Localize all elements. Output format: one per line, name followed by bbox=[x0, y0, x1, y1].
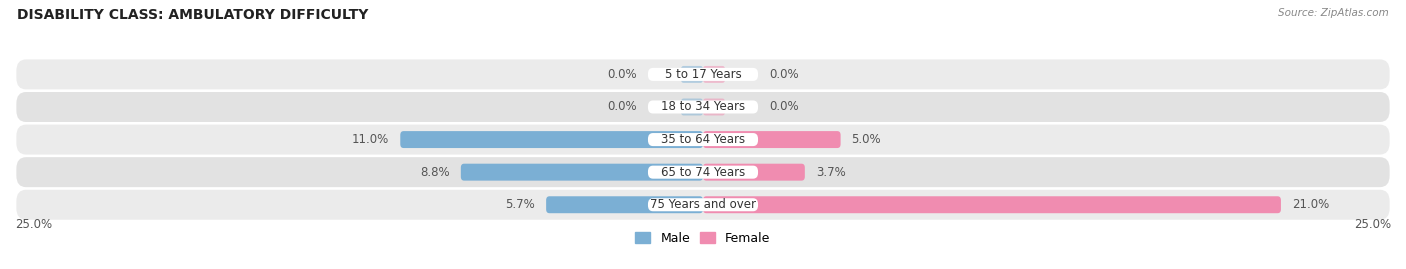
Text: 5.0%: 5.0% bbox=[852, 133, 882, 146]
FancyBboxPatch shape bbox=[681, 66, 703, 83]
Text: 18 to 34 Years: 18 to 34 Years bbox=[661, 101, 745, 114]
Text: 5.7%: 5.7% bbox=[505, 198, 536, 211]
FancyBboxPatch shape bbox=[648, 101, 758, 114]
Text: 5 to 17 Years: 5 to 17 Years bbox=[665, 68, 741, 81]
FancyBboxPatch shape bbox=[546, 196, 703, 213]
FancyBboxPatch shape bbox=[401, 131, 703, 148]
Text: 8.8%: 8.8% bbox=[420, 166, 450, 179]
FancyBboxPatch shape bbox=[703, 66, 725, 83]
Text: 75 Years and over: 75 Years and over bbox=[650, 198, 756, 211]
FancyBboxPatch shape bbox=[461, 164, 703, 180]
Text: 0.0%: 0.0% bbox=[769, 68, 799, 81]
FancyBboxPatch shape bbox=[17, 92, 1389, 122]
Text: 0.0%: 0.0% bbox=[607, 101, 637, 114]
Text: 21.0%: 21.0% bbox=[1292, 198, 1329, 211]
Text: 0.0%: 0.0% bbox=[607, 68, 637, 81]
FancyBboxPatch shape bbox=[703, 131, 841, 148]
FancyBboxPatch shape bbox=[648, 198, 758, 211]
FancyBboxPatch shape bbox=[648, 133, 758, 146]
FancyBboxPatch shape bbox=[681, 98, 703, 115]
Text: 35 to 64 Years: 35 to 64 Years bbox=[661, 133, 745, 146]
Text: 0.0%: 0.0% bbox=[769, 101, 799, 114]
Text: 25.0%: 25.0% bbox=[15, 218, 52, 231]
Text: Source: ZipAtlas.com: Source: ZipAtlas.com bbox=[1278, 8, 1389, 18]
Text: 25.0%: 25.0% bbox=[1354, 218, 1391, 231]
FancyBboxPatch shape bbox=[17, 59, 1389, 89]
Text: 11.0%: 11.0% bbox=[352, 133, 389, 146]
FancyBboxPatch shape bbox=[648, 68, 758, 81]
FancyBboxPatch shape bbox=[17, 125, 1389, 155]
FancyBboxPatch shape bbox=[17, 190, 1389, 220]
FancyBboxPatch shape bbox=[648, 166, 758, 179]
FancyBboxPatch shape bbox=[17, 157, 1389, 187]
Text: DISABILITY CLASS: AMBULATORY DIFFICULTY: DISABILITY CLASS: AMBULATORY DIFFICULTY bbox=[17, 8, 368, 22]
Legend: Male, Female: Male, Female bbox=[630, 227, 776, 250]
FancyBboxPatch shape bbox=[703, 196, 1281, 213]
FancyBboxPatch shape bbox=[703, 164, 804, 180]
Text: 65 to 74 Years: 65 to 74 Years bbox=[661, 166, 745, 179]
FancyBboxPatch shape bbox=[703, 98, 725, 115]
Text: 3.7%: 3.7% bbox=[815, 166, 845, 179]
